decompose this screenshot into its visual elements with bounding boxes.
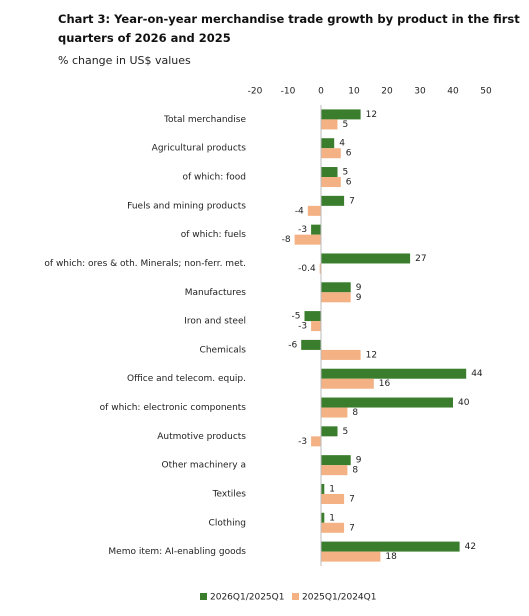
value-label: 4: [339, 139, 345, 149]
value-label: 7: [349, 494, 355, 504]
category-label: Agricultural products: [152, 144, 247, 154]
category-label: Chemicals: [200, 345, 247, 355]
bar: [301, 339, 321, 350]
chart-title: Chart 3: Year-on-year merchandise trade …: [58, 12, 520, 45]
category-label: of which: ores & oth. Minerals; non-ferr…: [44, 259, 246, 269]
x-tick-label: -10: [281, 87, 296, 97]
bar: [321, 426, 338, 437]
bar: [321, 177, 341, 188]
bar: [321, 465, 348, 476]
bar: [321, 292, 351, 303]
category-label: Manufactures: [185, 288, 247, 298]
bar: [321, 138, 335, 149]
value-label: 27: [415, 254, 426, 264]
value-label: 8: [352, 408, 358, 418]
value-label: 9: [356, 283, 362, 293]
x-tick-label: -20: [248, 87, 263, 97]
value-label: 42: [465, 542, 476, 552]
bar: [321, 483, 325, 494]
category-label: Memo item: AI-enabling goods: [108, 547, 246, 557]
bar: [307, 205, 321, 216]
value-label: 5: [343, 427, 349, 437]
x-tick-label: 10: [348, 87, 360, 97]
category-label: Clothing: [209, 518, 246, 528]
value-label: 16: [379, 379, 391, 389]
bar: [321, 397, 453, 408]
value-label: -3: [298, 322, 307, 332]
value-label: 40: [458, 398, 470, 408]
chart-subtitle: % change in US$ values: [58, 54, 191, 67]
value-label: 18: [385, 552, 397, 562]
value-label: 1: [329, 513, 335, 523]
value-label: -6: [288, 340, 297, 350]
bar: [321, 253, 411, 264]
x-tick-label: 30: [414, 87, 426, 97]
bar: [311, 436, 321, 447]
bar: [321, 378, 374, 389]
value-label: 5: [343, 120, 349, 130]
bar: [321, 349, 361, 360]
value-label: -4: [295, 206, 304, 216]
bar: [321, 522, 345, 533]
bar: [294, 234, 321, 245]
x-tick-label: 0: [318, 87, 324, 97]
value-label: -3: [298, 225, 307, 235]
value-label: 5: [343, 168, 349, 178]
value-label: 6: [346, 149, 352, 159]
bar: [321, 119, 338, 130]
bar: [321, 282, 351, 293]
bar: [321, 167, 338, 178]
bar: [321, 493, 345, 504]
value-label: -5: [292, 312, 301, 322]
category-label: Total merchandise: [163, 115, 246, 125]
value-label: 44: [471, 369, 483, 379]
category-label: Autmotive products: [157, 432, 246, 442]
category-label: Office and telecom. equip.: [127, 374, 246, 384]
bar: [319, 263, 321, 274]
value-label: 6: [346, 178, 352, 188]
bar: [321, 109, 361, 120]
value-label: 8: [352, 466, 358, 476]
bar: [311, 321, 321, 332]
category-label: of which: food: [182, 173, 246, 183]
value-label: -0.4: [298, 264, 316, 274]
category-label: Iron and steel: [184, 317, 246, 327]
bar: [321, 551, 381, 562]
category-label: Fuels and mining products: [127, 201, 246, 211]
bar: [321, 541, 460, 552]
bar: [321, 407, 348, 418]
value-label: 12: [366, 350, 377, 360]
value-label: 9: [356, 293, 362, 303]
value-label: 1: [329, 484, 335, 494]
bar: [321, 455, 351, 466]
value-label: -8: [282, 235, 291, 245]
bar: [321, 512, 325, 523]
value-label: 7: [349, 196, 355, 206]
x-tick-label: 50: [480, 87, 492, 97]
x-tick-label: 20: [381, 87, 393, 97]
bar: [321, 195, 345, 206]
category-label: of which: fuels: [181, 230, 247, 240]
value-label: -3: [298, 437, 307, 447]
legend-swatch: [292, 593, 299, 600]
bar: [321, 148, 341, 159]
legend-label: 2025Q1/2024Q1: [302, 593, 376, 603]
bar: [304, 311, 321, 322]
category-label: Textiles: [212, 489, 247, 499]
x-tick-label: 40: [447, 87, 459, 97]
legend-label: 2026Q1/2025Q1: [210, 593, 284, 603]
category-label: of which: electronic components: [100, 403, 247, 413]
legend-swatch: [200, 593, 207, 600]
value-label: 12: [366, 110, 377, 120]
bar: [321, 368, 467, 379]
bar: [311, 224, 321, 235]
value-label: 7: [349, 523, 355, 533]
category-label: Other machinery a: [162, 461, 247, 471]
value-label: 9: [356, 456, 362, 466]
